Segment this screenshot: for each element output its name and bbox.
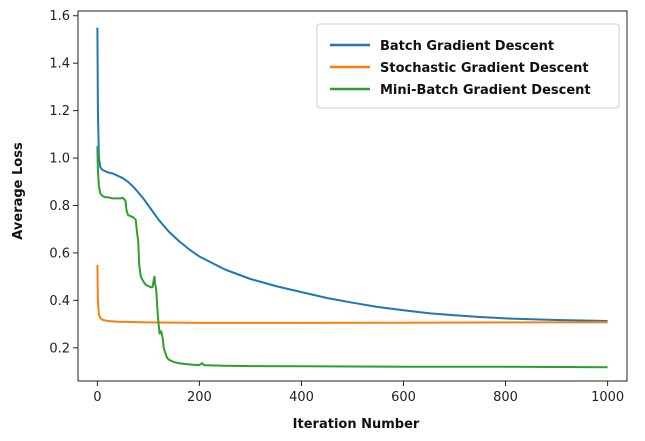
y-tick-label: 0.4 (49, 294, 70, 309)
y-tick-label: 1.6 (49, 9, 70, 24)
x-tick-label: 800 (493, 390, 518, 405)
y-tick-label: 0.8 (49, 199, 70, 214)
x-tick-label: 0 (93, 390, 101, 405)
legend-box (316, 23, 620, 109)
series-lines (96, 27, 608, 369)
legend: Batch Gradient Descent Stochastic Gradie… (316, 23, 620, 109)
y-axis-ticks: 0.2 0.4 0.6 0.8 1.0 1.2 1.4 1.6 (49, 9, 78, 356)
x-tick-label: 1000 (591, 390, 624, 405)
y-tick-label: 0.6 (49, 246, 70, 261)
y-tick-label: 0.2 (49, 341, 70, 356)
legend-label-batch: Batch Gradient Descent (380, 39, 554, 54)
plot-area-border (77, 10, 628, 382)
legend-label-minibatch: Mini-Batch Gradient Descent (380, 83, 591, 98)
x-tick-label: 400 (289, 390, 314, 405)
y-tick-label: 1.4 (49, 57, 70, 72)
y-axis-title: Average Loss (11, 142, 26, 240)
x-tick-label: 200 (187, 390, 212, 405)
x-axis-ticks: 0 200 400 600 800 1000 (93, 381, 624, 405)
axes-frame (77, 10, 628, 382)
x-axis-title: Iteration Number (293, 417, 420, 432)
series-line-stochastic (96, 264, 608, 324)
series-line-batch (96, 27, 608, 322)
y-tick-label: 1.2 (49, 104, 70, 119)
y-tick-label: 1.0 (49, 152, 70, 167)
series-line-minibatch (96, 146, 608, 369)
legend-label-stochastic: Stochastic Gradient Descent (380, 61, 589, 76)
x-tick-label: 600 (391, 390, 416, 405)
